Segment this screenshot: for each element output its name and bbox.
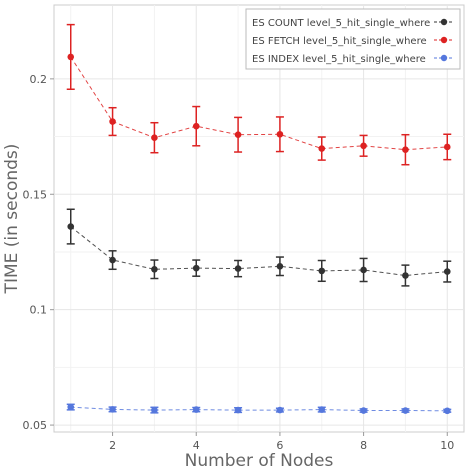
data-point bbox=[276, 406, 284, 414]
x-tick-label: 6 bbox=[276, 439, 283, 452]
data-point bbox=[318, 406, 326, 413]
data-point bbox=[360, 142, 367, 150]
data-point bbox=[443, 268, 451, 275]
x-axis-title: Number of Nodes bbox=[185, 451, 334, 471]
series-2 bbox=[66, 23, 452, 166]
data-point bbox=[234, 131, 242, 139]
data-point bbox=[360, 407, 367, 414]
data-point bbox=[151, 265, 158, 273]
data-point bbox=[192, 264, 200, 272]
data-point bbox=[276, 262, 284, 270]
data-point bbox=[192, 406, 200, 413]
data-point bbox=[443, 407, 451, 415]
data-point bbox=[318, 145, 326, 152]
x-tick-label: 2 bbox=[109, 439, 116, 452]
y-axis-title: TIME (in seconds) bbox=[2, 144, 22, 295]
x-tick-label: 8 bbox=[360, 439, 367, 452]
data-point bbox=[109, 256, 116, 264]
plot-area bbox=[53, 4, 465, 433]
data-point bbox=[151, 406, 158, 414]
data-point bbox=[234, 265, 242, 272]
y-axis-ticks: 0.05 0.1 0.15 0.2 bbox=[23, 73, 54, 432]
legend-swatch-marker bbox=[440, 54, 448, 62]
y-tick-label: 0.05 bbox=[23, 419, 48, 432]
legend-label: ES INDEX level_5_hit_single_where bbox=[252, 54, 426, 65]
series-1 bbox=[66, 208, 452, 287]
y-tick-label: 0.2 bbox=[30, 73, 48, 86]
series-line bbox=[70, 56, 448, 151]
data-point bbox=[151, 134, 158, 142]
data-point bbox=[109, 406, 116, 413]
data-point bbox=[109, 118, 116, 125]
legend-swatch-marker bbox=[440, 36, 448, 44]
x-tick-label: 4 bbox=[193, 439, 200, 452]
legend-label: ES FETCH level_5_hit_single_where bbox=[252, 36, 427, 47]
legend-label: ES COUNT level_5_hit_single_where bbox=[252, 18, 430, 29]
y-tick-label: 0.15 bbox=[23, 188, 48, 201]
data-point bbox=[67, 53, 75, 61]
data-point bbox=[318, 267, 326, 275]
data-point bbox=[67, 403, 75, 411]
data-point bbox=[360, 266, 367, 274]
legend-swatch-marker bbox=[440, 18, 448, 26]
data-point bbox=[234, 406, 242, 414]
x-tick-label: 10 bbox=[440, 439, 454, 452]
data-point bbox=[67, 223, 75, 230]
legend: ES COUNT level_5_hit_single_where ES FETC… bbox=[245, 8, 461, 70]
x-axis-ticks: 2 4 6 8 10 bbox=[109, 432, 454, 452]
data-point bbox=[192, 122, 200, 130]
gridlines bbox=[54, 5, 464, 432]
y-tick-label: 0.1 bbox=[30, 304, 48, 317]
legend-box bbox=[245, 8, 461, 70]
data-point bbox=[276, 130, 284, 138]
data-point bbox=[402, 272, 409, 279]
series-layer bbox=[66, 23, 452, 415]
series-3 bbox=[66, 403, 452, 415]
data-point bbox=[402, 407, 409, 414]
data-point bbox=[402, 146, 409, 154]
data-point bbox=[443, 143, 451, 151]
